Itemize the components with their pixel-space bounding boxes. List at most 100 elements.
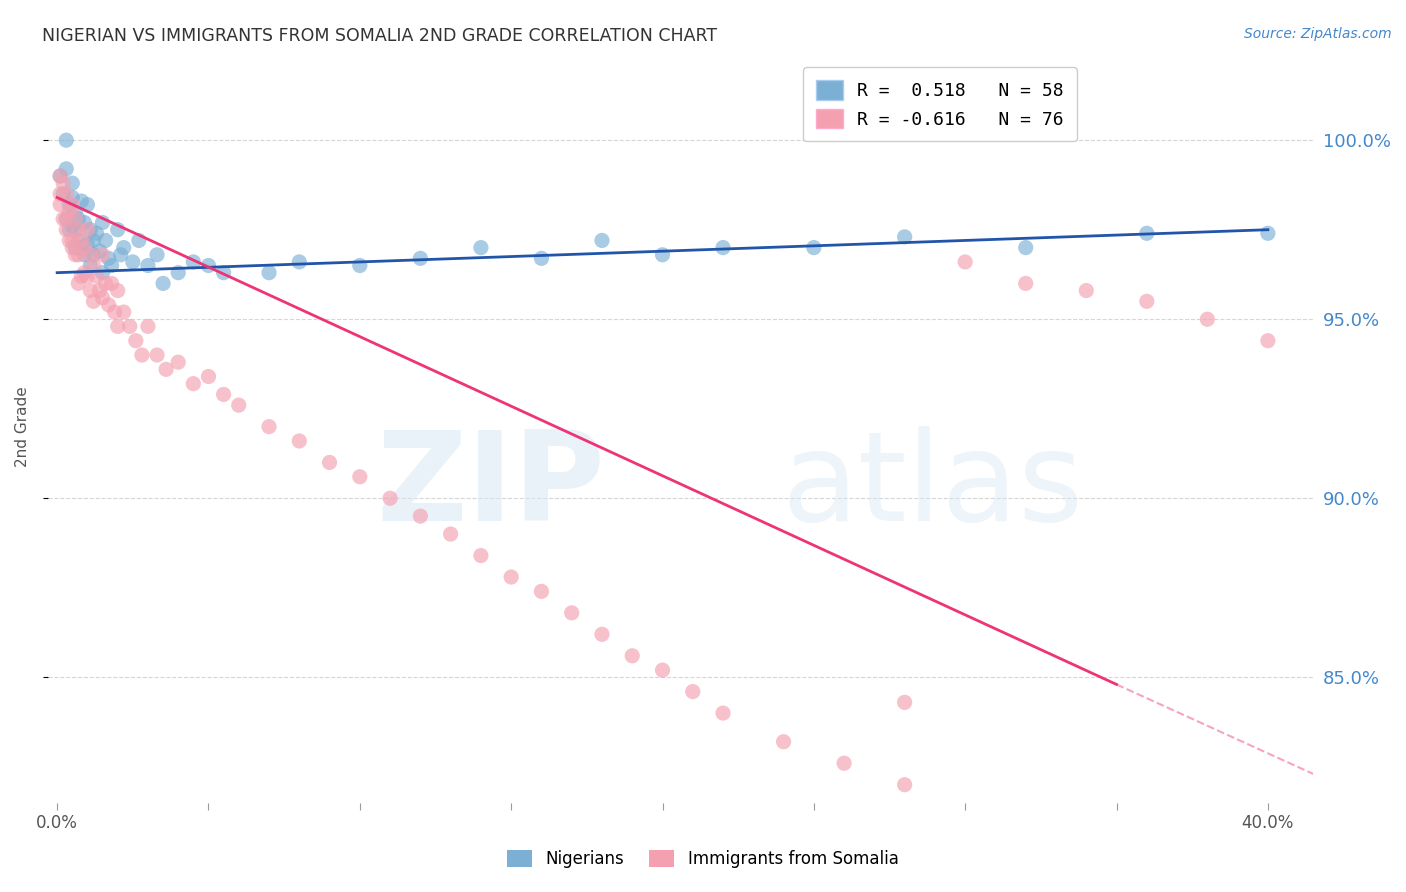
Point [128, 234, 150, 248]
Point [67, 234, 90, 248]
Point [100, 277, 122, 291]
Point [121, 255, 143, 269]
Point [893, 778, 915, 792]
Point [49, 169, 72, 183]
Point [60, 234, 83, 248]
Point [55, 211, 77, 226]
Point [94, 277, 117, 291]
Point [711, 706, 734, 720]
Point [112, 305, 135, 319]
Point [82, 234, 104, 248]
Point [76, 197, 98, 211]
Point [60, 176, 83, 190]
Point [49, 186, 72, 201]
Point [67, 223, 90, 237]
Point [349, 259, 371, 273]
Point [1197, 312, 1219, 326]
Point [73, 215, 96, 229]
Point [79, 284, 101, 298]
Point [55, 211, 77, 226]
Point [58, 197, 80, 211]
Point [682, 684, 704, 698]
Point [621, 648, 644, 663]
Point [104, 305, 127, 319]
Point [70, 194, 93, 208]
Point [1076, 284, 1098, 298]
Point [65, 223, 87, 237]
Point [65, 211, 87, 226]
Point [65, 248, 87, 262]
Point [651, 663, 673, 677]
Point [1136, 227, 1159, 241]
Point [97, 298, 120, 312]
Point [470, 241, 492, 255]
Text: atlas: atlas [782, 426, 1084, 548]
Point [651, 248, 673, 262]
Point [97, 252, 120, 266]
Point [1015, 277, 1038, 291]
Point [409, 252, 432, 266]
Point [146, 348, 169, 362]
Point [60, 241, 83, 255]
Point [1136, 294, 1159, 309]
Point [197, 259, 219, 273]
Point [55, 133, 77, 147]
Point [953, 255, 976, 269]
Point [100, 259, 122, 273]
Point [110, 248, 132, 262]
Point [67, 211, 90, 226]
Point [212, 387, 235, 401]
Point [167, 355, 190, 369]
Point [52, 176, 75, 190]
Point [73, 266, 96, 280]
Point [58, 204, 80, 219]
Point [893, 230, 915, 244]
Point [76, 269, 98, 284]
Point [112, 241, 135, 255]
Point [91, 266, 114, 280]
Point [212, 266, 235, 280]
Point [125, 334, 148, 348]
Point [803, 241, 825, 255]
Legend: Nigerians, Immigrants from Somalia: Nigerians, Immigrants from Somalia [501, 843, 905, 875]
Point [76, 237, 98, 252]
Point [55, 161, 77, 176]
Point [107, 284, 129, 298]
Point [52, 211, 75, 226]
Point [257, 419, 280, 434]
Point [136, 259, 159, 273]
Point [530, 584, 553, 599]
Point [79, 248, 101, 262]
Point [70, 234, 93, 248]
Point [55, 186, 77, 201]
Point [67, 248, 90, 262]
Point [91, 248, 114, 262]
Point [228, 398, 250, 412]
Point [49, 197, 72, 211]
Point [118, 319, 141, 334]
Point [60, 197, 83, 211]
Point [530, 252, 553, 266]
Point [76, 223, 98, 237]
Point [67, 277, 90, 291]
Y-axis label: 2nd Grade: 2nd Grade [15, 386, 30, 467]
Text: ZIP: ZIP [375, 426, 605, 548]
Point [561, 606, 583, 620]
Point [152, 277, 174, 291]
Point [79, 259, 101, 273]
Point [155, 362, 177, 376]
Point [197, 369, 219, 384]
Point [183, 255, 205, 269]
Point [89, 284, 111, 298]
Text: Source: ZipAtlas.com: Source: ZipAtlas.com [1244, 27, 1392, 41]
Point [60, 190, 83, 204]
Point [288, 255, 311, 269]
Point [79, 223, 101, 237]
Point [136, 319, 159, 334]
Point [49, 169, 72, 183]
Point [60, 219, 83, 234]
Point [94, 234, 117, 248]
Point [146, 248, 169, 262]
Text: NIGERIAN VS IMMIGRANTS FROM SOMALIA 2ND GRADE CORRELATION CHART: NIGERIAN VS IMMIGRANTS FROM SOMALIA 2ND … [42, 27, 717, 45]
Point [131, 348, 153, 362]
